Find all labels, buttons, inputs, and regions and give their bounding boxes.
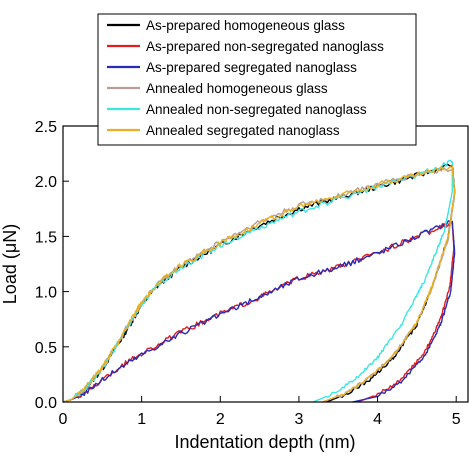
x-tick-label: 5 bbox=[452, 411, 461, 428]
x-tick-label: 3 bbox=[294, 411, 303, 428]
series-line bbox=[62, 221, 455, 403]
x-axis-title: Indentation depth (nm) bbox=[174, 432, 355, 452]
legend-label: As-prepared segregated nanoglass bbox=[146, 60, 357, 75]
legend-label: As-prepared non-segregated nanoglass bbox=[146, 39, 384, 54]
y-axis-ticks: 0.0 0.5 1.0 1.5 2.0 2.5 bbox=[35, 119, 69, 412]
x-tick-label: 4 bbox=[373, 411, 382, 428]
y-tick-label: 2.5 bbox=[35, 119, 57, 136]
legend: As-prepared homogeneous glass As-prepared… bbox=[97, 13, 417, 146]
plot-frame bbox=[62, 125, 469, 403]
legend-label: Annealed segregated nanoglass bbox=[146, 123, 340, 138]
y-tick-label: 1.0 bbox=[35, 285, 57, 302]
series-line bbox=[62, 165, 456, 403]
y-tick-label: 1.5 bbox=[35, 229, 57, 246]
x-tick-label: 1 bbox=[137, 411, 146, 428]
legend-frame bbox=[97, 13, 417, 146]
legend-label: Annealed homogeneous glass bbox=[146, 81, 328, 96]
y-tick-label: 0.0 bbox=[35, 395, 57, 412]
x-tick-label: 2 bbox=[216, 411, 225, 428]
series-layer bbox=[62, 159, 456, 403]
x-tick-label: 0 bbox=[59, 411, 68, 428]
x-axis-ticks: 0 1 2 3 4 5 bbox=[59, 396, 461, 428]
series-line bbox=[62, 220, 456, 403]
y-tick-label: 2.0 bbox=[35, 174, 57, 191]
y-axis-title: Load (μN) bbox=[0, 224, 20, 304]
legend-label: Annealed non-segregated nanoglass bbox=[146, 102, 367, 117]
y-tick-label: 0.5 bbox=[35, 340, 57, 357]
legend-label: As-prepared homogeneous glass bbox=[146, 18, 345, 33]
